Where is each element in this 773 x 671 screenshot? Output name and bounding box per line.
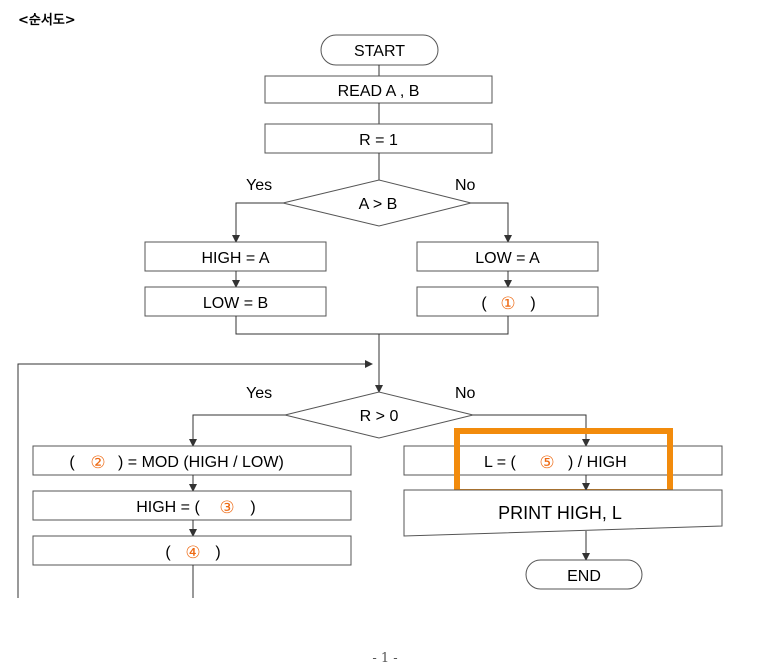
- print-output-box: [403, 489, 723, 537]
- blank-3-prefix: HIGH = (: [136, 499, 200, 516]
- high-a-label: HIGH = A: [201, 250, 269, 267]
- end-terminal: [525, 559, 643, 590]
- blank-2-rest: ) = MOD (HIGH / LOW): [118, 454, 284, 471]
- loop-back-line: [17, 360, 373, 598]
- no-label-2: No: [455, 385, 476, 402]
- read-label: READ A , B: [338, 83, 420, 100]
- blank-4-close: ): [215, 544, 220, 561]
- blank-3-number: ③: [219, 498, 234, 518]
- no-branch-line-2: [473, 414, 590, 447]
- decision-r-gt-0: [284, 391, 474, 439]
- blank-4-box: [32, 535, 352, 566]
- print-label: PRINT HIGH, L: [498, 503, 622, 523]
- yes-label-2: Yes: [246, 385, 272, 402]
- yes-branch-line-2: [189, 414, 285, 447]
- page-number: - 1 -: [372, 651, 397, 666]
- blank-4-open: (: [165, 544, 171, 561]
- blank-2-open: (: [69, 454, 75, 471]
- end-label: END: [567, 568, 601, 585]
- low-b-label: LOW = B: [203, 295, 268, 312]
- decision-a-gt-b-label: A > B: [359, 196, 398, 213]
- blank-4-number: ④: [185, 543, 200, 563]
- blank-1-open: (: [481, 295, 487, 312]
- blank-5-box: [403, 445, 723, 476]
- start-label: START: [354, 43, 405, 60]
- page-header: <순서도>: [18, 13, 76, 28]
- merge-line: [235, 316, 509, 335]
- yes-branch-line: [232, 202, 283, 243]
- no-label: No: [455, 177, 476, 194]
- read-process-box: [264, 75, 493, 104]
- blank-3-close: ): [250, 499, 255, 516]
- decision-r-gt-0-label: R > 0: [360, 408, 399, 425]
- yes-label: Yes: [246, 177, 272, 194]
- blank-1-number: ①: [500, 294, 515, 314]
- r-init-label: R = 1: [359, 132, 398, 149]
- blank-5-number: ⑤: [539, 453, 554, 473]
- blank-3-box: [32, 490, 352, 521]
- blank-1-box: [416, 286, 599, 317]
- low-a-label: LOW = A: [475, 250, 540, 267]
- high-a-box: [144, 241, 327, 272]
- blank-5-rest: ) / HIGH: [568, 454, 627, 471]
- blank-1-close: ): [530, 295, 535, 312]
- blank-5-prefix: L = (: [484, 454, 517, 471]
- no-branch-line: [471, 202, 512, 243]
- decision-a-gt-b: [282, 179, 472, 227]
- blank-2-box: [32, 445, 352, 476]
- blank-2-number: ②: [90, 453, 105, 473]
